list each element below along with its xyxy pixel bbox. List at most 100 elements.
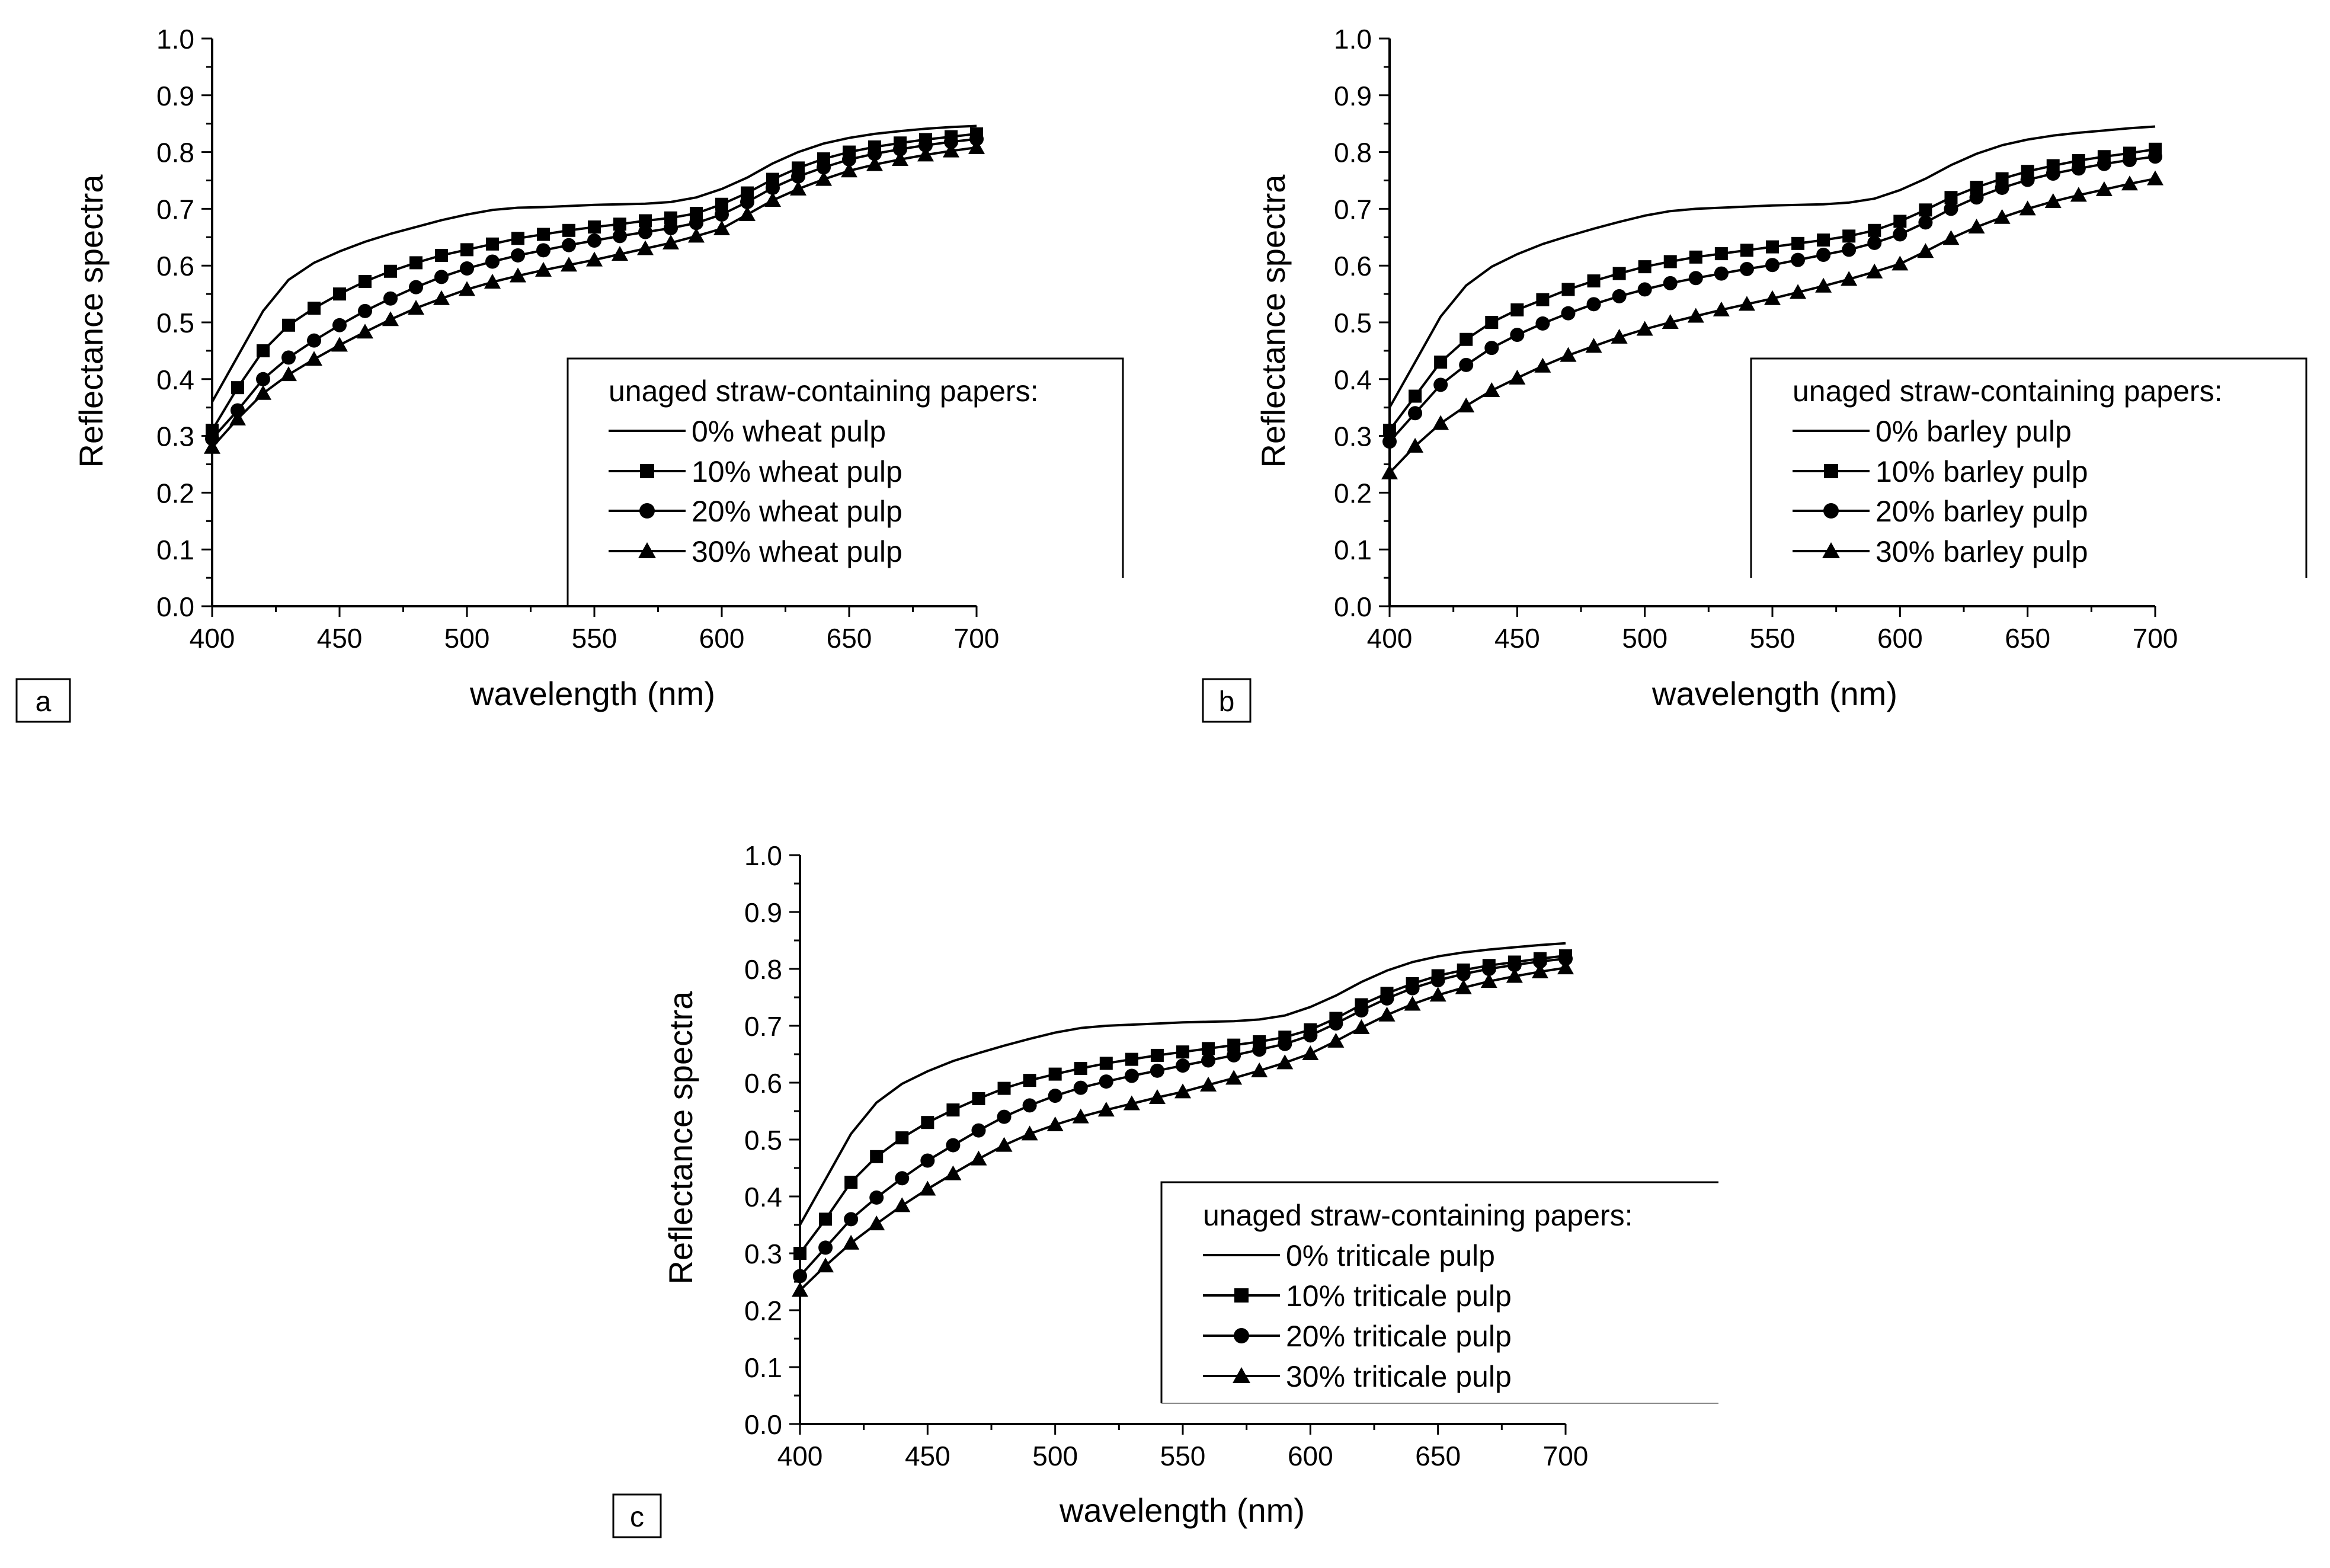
x-tick-label-a-3: 550 bbox=[572, 623, 617, 654]
data-point-a-3-13 bbox=[535, 261, 552, 277]
data-point-c-2-10 bbox=[1048, 1089, 1062, 1103]
data-point-c-3-28 bbox=[1506, 968, 1523, 983]
data-point-b-3-2 bbox=[1432, 415, 1449, 430]
data-point-a-2-7 bbox=[383, 291, 398, 306]
data-point-c-3-18 bbox=[1251, 1062, 1268, 1077]
y-axis-title-c: Reflectance spectra bbox=[662, 991, 699, 1285]
legend-entry-b-0: 0% barley pulp bbox=[1793, 415, 2072, 448]
data-point-b-1-12 bbox=[1689, 250, 1702, 264]
data-point-b-3-26 bbox=[2044, 193, 2062, 208]
chart-panel-a: 0.0 0.1 0.2 0.3 0.4 0.5 0.6 0.7 0.8 0.9 1.0 400 450 5… bbox=[15, 24, 1124, 723]
data-point-b-3-1 bbox=[1407, 437, 1424, 453]
data-point-b-1-6 bbox=[1536, 293, 1550, 306]
data-point-a-3-14 bbox=[561, 257, 577, 272]
panel-label-box-a bbox=[15, 678, 71, 723]
data-point-b-2-18 bbox=[1842, 242, 1857, 257]
data-point-c-2-0 bbox=[793, 1269, 807, 1284]
data-point-a-2-3 bbox=[281, 350, 296, 365]
data-point-c-3-14 bbox=[1148, 1089, 1166, 1104]
plot-area-a: 0.0 0.1 0.2 0.3 0.4 0.5 0.6 0.7 0.8 0.9 1.0 400 450 5… bbox=[156, 24, 999, 654]
data-point-c-1-6 bbox=[946, 1103, 960, 1117]
data-point-b-2-29 bbox=[2122, 153, 2137, 168]
data-point-a-3-12 bbox=[510, 267, 526, 283]
data-point-a-2-24 bbox=[817, 160, 831, 175]
y-tick-label-c-4: 0.4 bbox=[744, 1182, 782, 1212]
series-b-0 bbox=[1388, 125, 2156, 408]
data-point-a-3-23 bbox=[790, 180, 806, 196]
data-point-b-3-4 bbox=[1483, 382, 1500, 397]
data-point-b-2-24 bbox=[1995, 180, 2009, 195]
data-point-a-1-1 bbox=[231, 381, 244, 395]
data-point-c-1-9 bbox=[1023, 1074, 1036, 1087]
data-point-c-3-7 bbox=[970, 1150, 987, 1166]
x-tick-label-a-0: 400 bbox=[190, 623, 235, 654]
data-point-a-1-18 bbox=[664, 211, 677, 225]
data-point-c-2-9 bbox=[1022, 1098, 1037, 1113]
legend-b: unaged straw-containing papers: 0% barle… bbox=[1750, 357, 2307, 578]
data-point-a-1-7 bbox=[384, 264, 397, 278]
data-point-b-3-15 bbox=[1764, 290, 1781, 305]
series-a-3 bbox=[204, 139, 985, 454]
data-point-b-3-25 bbox=[2019, 200, 2036, 216]
data-point-b-1-14 bbox=[1740, 244, 1753, 257]
data-point-a-3-25 bbox=[841, 162, 857, 178]
data-point-c-3-22 bbox=[1353, 1019, 1370, 1034]
legend-marker-b-3 bbox=[1822, 542, 1840, 558]
legend-label-b-0: 0% barley pulp bbox=[1875, 415, 2072, 448]
data-point-b-3-19 bbox=[1866, 263, 1883, 279]
data-point-c-3-9 bbox=[1021, 1125, 1038, 1141]
data-point-b-2-16 bbox=[1791, 252, 1806, 267]
y-tick-label-c-9: 0.9 bbox=[744, 897, 782, 928]
data-point-b-1-9 bbox=[1612, 267, 1626, 280]
data-point-c-1-11 bbox=[1074, 1062, 1087, 1075]
data-point-b-2-4 bbox=[1484, 341, 1499, 356]
legend-label-b-3: 30% barley pulp bbox=[1875, 535, 2088, 568]
data-point-a-1-3 bbox=[282, 318, 295, 332]
data-point-b-1-13 bbox=[1714, 247, 1728, 261]
x-tick-label-c-1: 450 bbox=[905, 1441, 950, 1471]
series-b-3 bbox=[1381, 170, 2163, 479]
data-point-c-1-5 bbox=[921, 1116, 934, 1129]
legend-marker-c-2 bbox=[1234, 1328, 1249, 1343]
x-axis-title-a: wavelength (nm) bbox=[469, 675, 715, 712]
legend-label-a-2: 20% wheat pulp bbox=[692, 495, 902, 528]
data-point-c-1-0 bbox=[793, 1247, 806, 1260]
data-point-b-3-3 bbox=[1458, 397, 1475, 412]
data-point-b-2-26 bbox=[2046, 167, 2060, 181]
data-point-c-2-12 bbox=[1099, 1074, 1113, 1089]
data-point-b-3-16 bbox=[1790, 284, 1807, 299]
y-tick-label-b-7: 0.7 bbox=[1334, 194, 1372, 225]
data-point-c-3-11 bbox=[1072, 1108, 1089, 1124]
legend-title-c: unaged straw-containing papers: bbox=[1203, 1199, 1633, 1232]
legend-marker-b-2 bbox=[1823, 503, 1839, 519]
data-point-a-3-26 bbox=[866, 156, 883, 171]
legend-entry-b-1: 10% barley pulp bbox=[1793, 455, 2088, 488]
panel-label-box-c bbox=[612, 1493, 662, 1538]
data-point-b-2-21 bbox=[1918, 215, 1933, 230]
data-point-b-3-10 bbox=[1636, 321, 1653, 336]
data-point-c-3-19 bbox=[1276, 1054, 1294, 1070]
data-point-c-2-11 bbox=[1073, 1080, 1088, 1095]
legend-marker-c-1 bbox=[1234, 1288, 1249, 1303]
legend-marker-a-3 bbox=[638, 542, 656, 558]
data-point-b-2-27 bbox=[2071, 161, 2086, 176]
legend-entry-c-1: 10% triticale pulp bbox=[1203, 1279, 1512, 1313]
legend-title-b: unaged straw-containing papers: bbox=[1793, 375, 2222, 408]
data-point-c-1-13 bbox=[1125, 1052, 1138, 1066]
data-point-b-3-7 bbox=[1560, 347, 1577, 362]
data-point-b-2-1 bbox=[1408, 406, 1423, 421]
data-point-c-2-4 bbox=[895, 1171, 910, 1186]
data-point-b-2-25 bbox=[2020, 172, 2035, 187]
legend-label-c-2: 20% triticale pulp bbox=[1286, 1320, 1512, 1353]
panel-label-c: c bbox=[630, 1502, 644, 1533]
data-point-c-2-6 bbox=[946, 1138, 961, 1153]
y-tick-label-b-2: 0.2 bbox=[1334, 478, 1372, 508]
x-tick-label-c-6: 700 bbox=[1543, 1441, 1589, 1471]
legend-entry-a-3: 30% wheat pulp bbox=[609, 535, 902, 568]
data-point-a-2-8 bbox=[409, 280, 423, 295]
y-tick-label-c-0: 0.0 bbox=[744, 1409, 782, 1440]
legend-marker-c-3 bbox=[1233, 1367, 1250, 1383]
data-point-c-3-13 bbox=[1123, 1095, 1140, 1111]
data-point-c-1-2 bbox=[844, 1176, 858, 1189]
y-tick-label-a-2: 0.2 bbox=[156, 478, 194, 508]
